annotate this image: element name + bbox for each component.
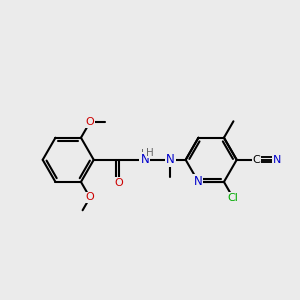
Text: N: N <box>140 153 149 166</box>
Text: N: N <box>166 153 175 166</box>
Text: Cl: Cl <box>227 194 238 203</box>
Text: O: O <box>85 193 94 202</box>
Text: C: C <box>253 155 260 165</box>
Text: N: N <box>272 155 281 165</box>
Text: H: H <box>146 148 154 158</box>
Text: H: H <box>141 149 148 159</box>
Text: O: O <box>115 178 124 188</box>
Text: O: O <box>85 117 94 127</box>
Text: N: N <box>194 176 202 188</box>
